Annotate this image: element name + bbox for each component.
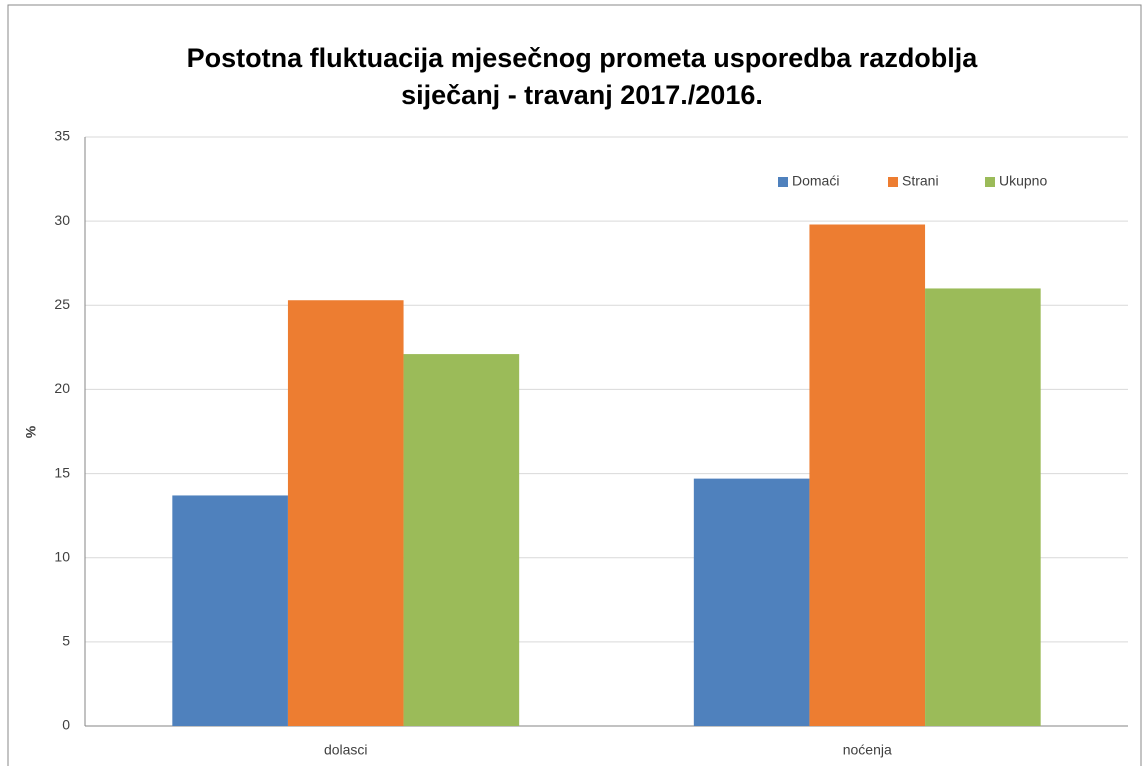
bar [172,495,288,726]
y-tick-label: 10 [54,548,70,564]
x-tick-label: noćenja [843,742,892,758]
y-tick-label: 5 [62,633,70,649]
y-tick-label: 20 [54,380,70,396]
y-axis-label: % [23,425,39,438]
y-tick-label: 0 [62,717,70,733]
y-tick-label: 35 [54,128,70,144]
chart-title: Postotna fluktuacija mjesečnog prometa u… [187,43,979,73]
y-tick-label: 30 [54,212,70,228]
bar [809,224,926,726]
bar [693,478,810,726]
legend-swatch [888,177,898,187]
bar [287,300,404,726]
legend-swatch [985,177,995,187]
y-tick-label: 15 [54,464,70,480]
bar [403,354,520,726]
legend-swatch [778,177,788,187]
chart-title: siječanj - travanj 2017./2016. [401,80,763,110]
x-tick-label: dolasci [324,742,368,758]
legend-label: Ukupno [999,173,1047,189]
bar [925,288,1041,726]
legend-label: Domaći [792,173,839,189]
legend-label: Strani [902,173,939,189]
y-tick-label: 25 [54,296,70,312]
